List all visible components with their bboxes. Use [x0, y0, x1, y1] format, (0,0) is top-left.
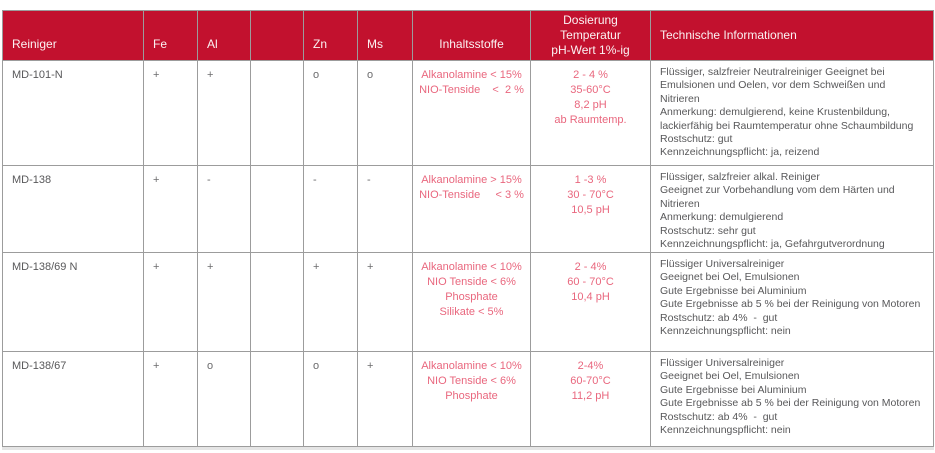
- fe-value: +: [143, 351, 198, 447]
- technische-informationen-value: Flüssiger, salzfreier alkal. Reiniger Ge…: [650, 165, 934, 253]
- dosierung-value: 2 - 4% 60 - 70°C 10,4 pH: [530, 252, 651, 352]
- col-header-blank: [250, 10, 304, 61]
- col-header-ms: Ms: [357, 10, 413, 61]
- col-header-al: Al: [197, 10, 251, 61]
- fe-value: +: [143, 252, 198, 352]
- table-row: MD-138/69 N + + + + Alkanolamine < 10% N…: [2, 252, 934, 352]
- zn-value: o: [303, 60, 358, 166]
- reiniger-table: Reiniger Fe Al Zn Ms Inhaltsstoffe Dosie…: [2, 10, 934, 447]
- technische-informationen-value: Flüssiger Universalreiniger Geeignet bei…: [650, 252, 934, 352]
- al-value: +: [197, 60, 251, 166]
- col-header-zn: Zn: [303, 10, 358, 61]
- inhaltsstoffe-value: Alkanolamine > 15% NIO-Tenside < 3 %: [412, 165, 531, 253]
- fe-value: +: [143, 165, 198, 253]
- zn-value: -: [303, 165, 358, 253]
- dosierung-value: 2-4% 60-70°C 11,2 pH: [530, 351, 651, 447]
- col-header-technische-informationen: Technische Informationen: [650, 10, 934, 61]
- reiniger-name: MD-101-N: [2, 60, 144, 166]
- ms-value: +: [357, 351, 413, 447]
- technische-informationen-value: Flüssiger Universalreiniger Geeignet bei…: [650, 351, 934, 447]
- blank-value: [250, 60, 304, 166]
- col-header-reiniger: Reiniger: [2, 10, 144, 61]
- col-header-dosierung: Dosierung Temperatur pH-Wert 1%-ig: [530, 10, 651, 61]
- blank-value: [250, 252, 304, 352]
- inhaltsstoffe-value: Alkanolamine < 15% NIO-Tenside < 2 %: [412, 60, 531, 166]
- zn-value: o: [303, 351, 358, 447]
- reiniger-name: MD-138/67: [2, 351, 144, 447]
- ms-value: o: [357, 60, 413, 166]
- col-header-inhaltsstoffe: Inhaltsstoffe: [412, 10, 531, 61]
- table-row: MD-138/67 + o o + Alkanolamine < 10% NIO…: [2, 351, 934, 447]
- inhaltsstoffe-value: Alkanolamine < 10% NIO Tenside < 6% Phos…: [412, 252, 531, 352]
- col-header-fe: Fe: [143, 10, 198, 61]
- blank-value: [250, 165, 304, 253]
- inhaltsstoffe-value: Alkanolamine < 10% NIO Tenside < 6% Phos…: [412, 351, 531, 447]
- dosierung-value: 1 -3 % 30 - 70°C 10,5 pH: [530, 165, 651, 253]
- al-value: o: [197, 351, 251, 447]
- zn-value: +: [303, 252, 358, 352]
- ms-value: -: [357, 165, 413, 253]
- fe-value: +: [143, 60, 198, 166]
- reiniger-name: MD-138: [2, 165, 144, 253]
- ms-value: +: [357, 252, 413, 352]
- al-value: +: [197, 252, 251, 352]
- blank-value: [250, 351, 304, 447]
- reiniger-name: MD-138/69 N: [2, 252, 144, 352]
- al-value: -: [197, 165, 251, 253]
- header-row: Reiniger Fe Al Zn Ms Inhaltsstoffe Dosie…: [2, 10, 934, 61]
- dosierung-value: 2 - 4 % 35-60°C 8,2 pH ab Raumtemp.: [530, 60, 651, 166]
- table-row: MD-138 + - - - Alkanolamine > 15% NIO-Te…: [2, 165, 934, 253]
- technische-informationen-value: Flüssiger, salzfreier Neutralreiniger Ge…: [650, 60, 934, 166]
- table-row: MD-101-N + + o o Alkanolamine < 15% NIO-…: [2, 60, 934, 166]
